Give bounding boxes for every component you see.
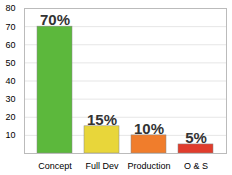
svg-text:40: 40 [5,76,15,86]
svg-text:60: 60 [5,40,15,50]
svg-text:50: 50 [5,58,15,68]
svg-text:Production: Production [127,161,170,171]
svg-text:15%: 15% [87,111,117,128]
svg-text:20: 20 [5,112,15,122]
svg-text:Concept: Concept [38,161,72,171]
svg-text:10: 10 [5,130,15,140]
svg-text:10%: 10% [134,120,164,137]
svg-text:Full Dev: Full Dev [85,161,119,171]
svg-text:O & S: O & S [184,161,208,171]
svg-text:5%: 5% [185,129,207,146]
svg-text:70%: 70% [40,11,70,28]
svg-text:80: 80 [5,3,15,13]
svg-text:30: 30 [5,94,15,104]
svg-text:70: 70 [5,22,15,32]
